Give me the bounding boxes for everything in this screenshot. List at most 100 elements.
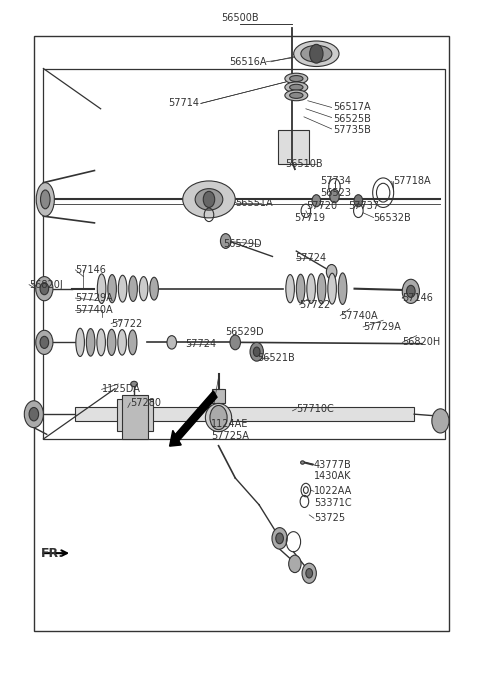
Text: 1022AA: 1022AA xyxy=(314,487,352,496)
Ellipse shape xyxy=(328,273,336,304)
Ellipse shape xyxy=(307,274,315,303)
Circle shape xyxy=(288,555,301,573)
Ellipse shape xyxy=(317,274,326,304)
Text: 57146: 57146 xyxy=(402,293,433,303)
Text: 57724: 57724 xyxy=(295,253,326,263)
Text: 56521B: 56521B xyxy=(257,353,294,363)
Ellipse shape xyxy=(195,189,223,210)
Text: 56820J: 56820J xyxy=(29,280,63,290)
Text: 56529D: 56529D xyxy=(223,239,262,249)
Circle shape xyxy=(302,563,316,583)
Ellipse shape xyxy=(118,275,127,302)
Circle shape xyxy=(253,347,260,357)
Ellipse shape xyxy=(131,381,137,387)
Ellipse shape xyxy=(129,276,137,301)
Bar xyxy=(214,390,223,418)
Ellipse shape xyxy=(36,183,54,216)
Ellipse shape xyxy=(338,273,347,305)
Circle shape xyxy=(330,189,339,203)
Ellipse shape xyxy=(296,274,305,303)
Circle shape xyxy=(24,401,43,427)
Circle shape xyxy=(40,282,48,295)
Ellipse shape xyxy=(108,274,116,303)
Circle shape xyxy=(432,409,449,433)
Ellipse shape xyxy=(139,276,148,301)
Circle shape xyxy=(402,279,420,303)
Bar xyxy=(75,408,414,421)
Text: 56820H: 56820H xyxy=(402,338,441,347)
Circle shape xyxy=(276,533,283,544)
Text: 57720: 57720 xyxy=(307,201,337,211)
Text: 56517A: 56517A xyxy=(333,102,371,113)
Circle shape xyxy=(40,336,48,348)
Text: 53371C: 53371C xyxy=(314,498,351,508)
Text: 57740A: 57740A xyxy=(75,305,113,315)
Text: 57280: 57280 xyxy=(130,398,161,408)
Text: 57722: 57722 xyxy=(300,300,331,310)
Circle shape xyxy=(210,406,227,429)
Ellipse shape xyxy=(128,330,137,355)
Circle shape xyxy=(310,44,323,63)
Bar xyxy=(212,390,225,403)
Text: 56500B: 56500B xyxy=(221,13,259,23)
Text: 1125DA: 1125DA xyxy=(102,384,141,394)
Text: 57146: 57146 xyxy=(75,265,106,275)
Ellipse shape xyxy=(108,330,116,355)
Text: 56525B: 56525B xyxy=(333,114,371,124)
Text: 57719: 57719 xyxy=(294,212,324,222)
Ellipse shape xyxy=(285,82,308,93)
Text: 1430AK: 1430AK xyxy=(314,471,351,481)
Text: 57710C: 57710C xyxy=(296,404,334,414)
Ellipse shape xyxy=(301,45,332,62)
FancyArrow shape xyxy=(169,391,217,446)
Ellipse shape xyxy=(76,328,84,357)
Ellipse shape xyxy=(289,92,303,98)
Circle shape xyxy=(29,408,38,421)
Text: 57725A: 57725A xyxy=(211,431,249,441)
Circle shape xyxy=(306,569,312,578)
Bar xyxy=(121,396,148,439)
Circle shape xyxy=(220,234,231,249)
Ellipse shape xyxy=(150,277,158,300)
Bar xyxy=(278,130,309,164)
Text: 56529D: 56529D xyxy=(225,327,264,336)
Circle shape xyxy=(36,330,53,355)
Text: 57718A: 57718A xyxy=(393,177,431,186)
Ellipse shape xyxy=(289,75,303,82)
Text: 57729A: 57729A xyxy=(363,322,401,332)
Text: 57734: 57734 xyxy=(320,177,351,186)
Ellipse shape xyxy=(294,41,339,67)
Ellipse shape xyxy=(118,330,126,355)
Circle shape xyxy=(167,336,177,349)
Ellipse shape xyxy=(97,274,106,303)
Ellipse shape xyxy=(205,404,232,431)
Circle shape xyxy=(203,191,215,208)
Ellipse shape xyxy=(289,84,303,90)
Text: 1124AE: 1124AE xyxy=(211,419,249,429)
Circle shape xyxy=(230,335,240,350)
Text: 56523: 56523 xyxy=(320,187,351,197)
Circle shape xyxy=(326,264,337,279)
Bar xyxy=(34,36,449,631)
Text: 57724: 57724 xyxy=(185,339,216,348)
Ellipse shape xyxy=(300,461,304,464)
Text: FR.: FR. xyxy=(40,547,64,559)
Circle shape xyxy=(36,276,53,301)
Ellipse shape xyxy=(183,181,235,218)
Bar xyxy=(117,399,153,431)
Text: 57740A: 57740A xyxy=(340,311,378,321)
Ellipse shape xyxy=(312,195,321,207)
Ellipse shape xyxy=(286,274,294,303)
Text: 56551A: 56551A xyxy=(235,197,273,208)
Text: 56532B: 56532B xyxy=(373,212,411,222)
Text: 57737: 57737 xyxy=(348,201,380,211)
Bar xyxy=(43,69,445,439)
Text: 57714: 57714 xyxy=(168,98,199,109)
Ellipse shape xyxy=(97,329,106,356)
Ellipse shape xyxy=(40,190,50,209)
Circle shape xyxy=(407,285,415,297)
Text: 56516A: 56516A xyxy=(229,57,266,67)
Ellipse shape xyxy=(285,73,308,84)
Circle shape xyxy=(272,528,287,549)
Text: 53725: 53725 xyxy=(314,513,345,523)
